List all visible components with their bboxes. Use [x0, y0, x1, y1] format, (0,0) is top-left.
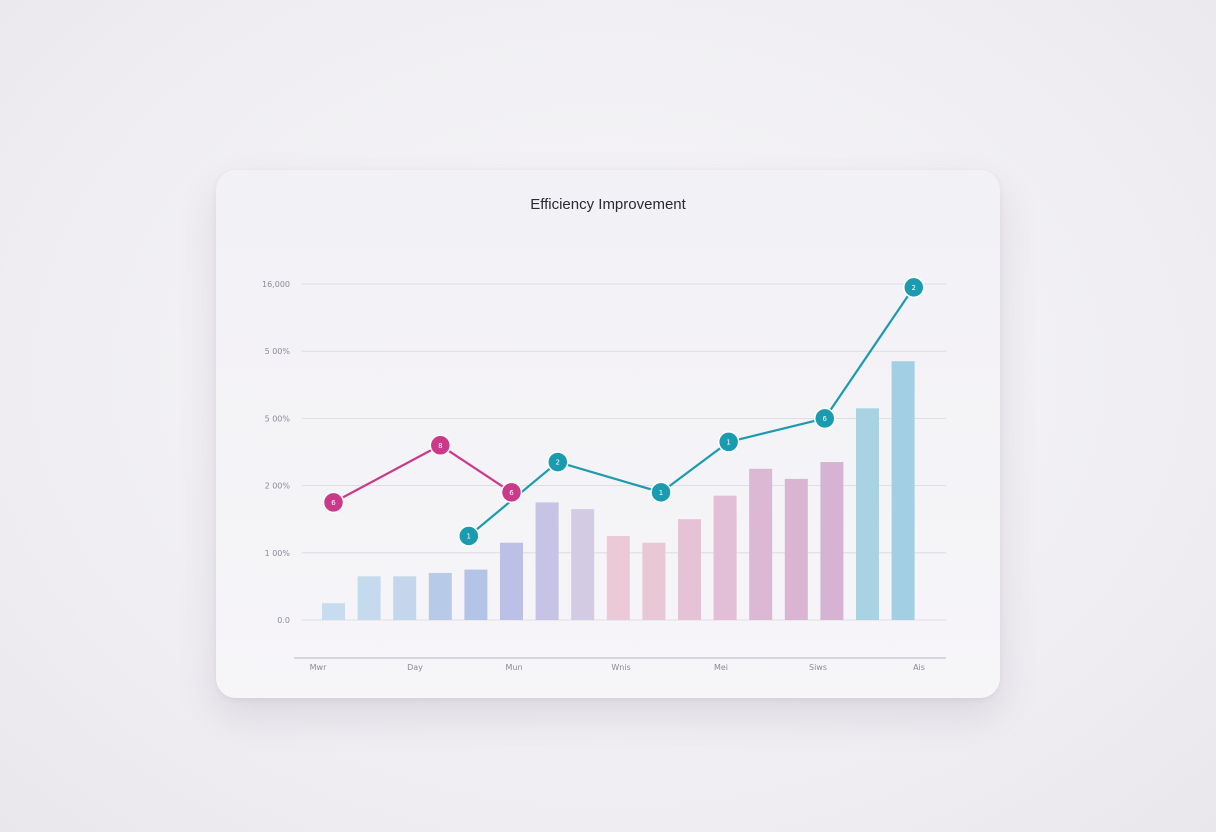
bar — [891, 361, 915, 620]
series-point — [458, 525, 480, 547]
point-label: 6 — [331, 499, 336, 507]
bar — [500, 542, 523, 620]
x-axis: Mwr Day Mun Wnis Mei Siws Ais — [294, 657, 946, 672]
y-tick-labels: 0.0 1 00% 2 00% 5 00% 5 00% 16,000 — [262, 280, 290, 625]
bar — [606, 536, 630, 620]
x-tick-label: Mei — [714, 663, 728, 672]
bar — [535, 502, 559, 620]
line-points: 6 8 6 1 2 1 1 6 2 — [322, 276, 925, 547]
x-tick-label: Wnis — [611, 663, 630, 672]
chart-plot: 0.0 1 00% 2 00% 5 00% 5 00% 16,000 6 8 6 1 2 1 1 6 2 … — [262, 276, 946, 672]
y-tick-label: 5 00% — [265, 347, 291, 356]
series-point — [814, 407, 836, 430]
chart-title: Efficiency Improvement — [530, 196, 686, 213]
x-tick-label: Day — [407, 663, 423, 672]
bar — [784, 478, 808, 620]
bar — [856, 408, 879, 620]
bars — [322, 361, 915, 620]
series-point — [500, 481, 523, 504]
y-tick-label: 16,000 — [262, 280, 290, 289]
bar — [322, 603, 345, 620]
x-tick-label: Ais — [913, 663, 925, 672]
series-point — [547, 451, 569, 473]
x-tick-label: Mwr — [310, 663, 327, 672]
point-label: 1 — [659, 489, 663, 497]
series-line — [468, 286, 915, 537]
point-label: 1 — [726, 438, 730, 446]
bar — [357, 576, 381, 620]
series-point — [903, 276, 925, 299]
point-label: 6 — [509, 489, 514, 497]
series-point — [717, 431, 740, 453]
series-point — [650, 481, 672, 504]
point-label: 6 — [823, 415, 828, 423]
x-tick-label: Siws — [809, 663, 827, 672]
y-tick-label: 5 00% — [265, 414, 291, 423]
point-label: 2 — [912, 284, 916, 292]
bar — [464, 569, 488, 620]
series-point — [322, 491, 345, 514]
bar — [820, 462, 844, 620]
point-label: 2 — [556, 459, 560, 467]
chart-card: Efficiency Improvement 0.0 1 00% 2 00% 5 00… — [216, 170, 1000, 698]
bar — [713, 495, 737, 620]
bar — [393, 576, 417, 620]
bar — [428, 572, 452, 620]
y-tick-label: 1 00% — [265, 549, 291, 558]
bar — [571, 509, 595, 620]
x-tick-label: Mun — [505, 663, 522, 672]
bar — [642, 542, 666, 620]
y-tick-label: 0.0 — [277, 616, 290, 625]
bar — [678, 519, 701, 620]
bar — [749, 468, 773, 620]
series-line — [332, 444, 513, 504]
y-tick-label: 2 00% — [265, 482, 291, 491]
point-label: 8 — [438, 442, 442, 450]
point-label: 1 — [467, 533, 471, 541]
series-point — [429, 434, 452, 457]
